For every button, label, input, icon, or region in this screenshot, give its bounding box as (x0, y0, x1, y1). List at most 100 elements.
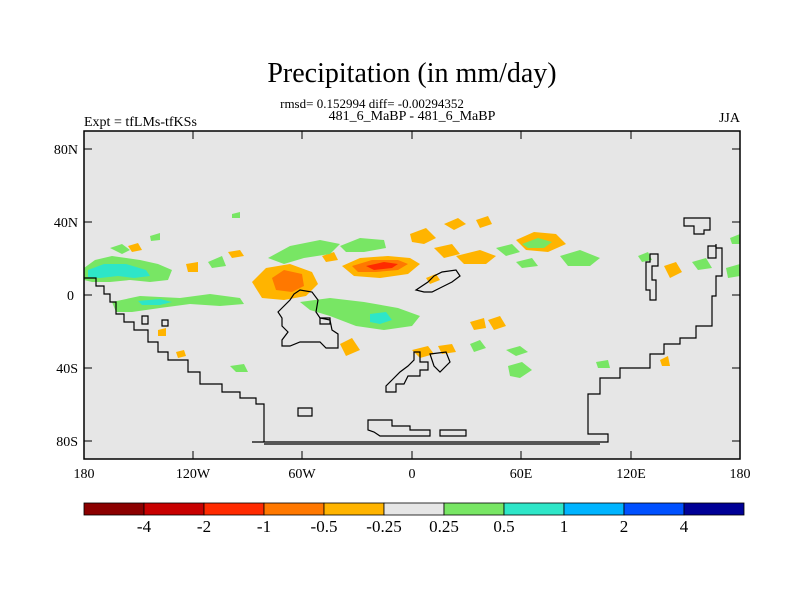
anomaly-neg-weak (434, 244, 460, 258)
anomaly-pos-weak (150, 233, 160, 241)
anomaly-neg-weak (410, 228, 436, 244)
anomaly-neg-weak (470, 318, 486, 330)
anomaly-pos-weak (596, 360, 610, 368)
anomaly-neg-weak (444, 218, 466, 230)
lat-tick-label: 0 (67, 289, 74, 304)
colorbar-label: 0.5 (493, 517, 514, 536)
season-label: JJA (719, 111, 741, 126)
anomaly-pos-weak (268, 240, 340, 264)
coastlines (84, 217, 723, 445)
anomaly-pos-weak (208, 256, 226, 268)
colorbar-box (143, 502, 205, 516)
anomaly-pos-mid (88, 264, 150, 278)
colorbar-label: 1 (560, 517, 569, 536)
anomaly-neg-weak (456, 250, 496, 264)
coastline-west-americas (84, 277, 265, 442)
anomaly-neg-weak (228, 250, 244, 258)
colorbar-box (263, 502, 325, 516)
colorbar-box (443, 502, 505, 516)
colorbar-box (563, 502, 625, 516)
lon-tick-label: 60E (510, 467, 533, 482)
anomaly-pos-weak (232, 212, 240, 218)
anomaly-pos-weak (560, 250, 600, 266)
colorbar-box (383, 502, 445, 516)
stats-line: rmsd= 0.152994 diff= -0.00294352 (280, 96, 464, 111)
coastline-ross-shelf (367, 419, 431, 437)
anomaly-pos-weak (110, 244, 130, 254)
coastline-small-island (297, 407, 313, 417)
lon-tick-label: 120W (176, 467, 211, 482)
lon-ticks-top (192, 131, 632, 139)
anomaly-pos-weak (726, 264, 740, 278)
colorbar-boxes (83, 502, 745, 516)
lat-tick-label: 80N (54, 143, 78, 158)
coastline-southern-africa (385, 351, 429, 393)
anomaly-pos-weak (506, 346, 528, 356)
colorbar-box (683, 502, 745, 516)
lon-tick-label: 180 (730, 467, 751, 482)
colorbar-box (323, 502, 385, 516)
coastline-kamchatka (707, 245, 717, 259)
coastline-small-island (141, 315, 149, 325)
colorbar-label: 0.25 (429, 517, 459, 536)
colorbar-box (203, 502, 265, 516)
lat-tick-label: 80S (56, 435, 78, 450)
colorbar: -4 -2 -1 -0.5 -0.25 0.25 0.5 1 2 4 (83, 502, 745, 536)
anomaly-pos-weak (730, 234, 740, 244)
coastline-japan (683, 217, 711, 235)
lat-tick-label: 40S (56, 362, 78, 377)
anomaly-pos-weak (496, 244, 520, 256)
anomaly-neg-weak (664, 262, 682, 278)
anomaly-pos-weak (508, 362, 532, 378)
lat-tick-label: 40N (54, 216, 78, 231)
colorbar-label: -2 (197, 517, 211, 536)
anomaly-neg-weak (128, 243, 142, 252)
cases-line: 481_6_MaBP - 481_6_MaBP (329, 109, 496, 124)
anomaly-neg-weak (186, 262, 198, 272)
anomaly-pos-weak (470, 340, 486, 352)
anomaly-neg-weak (488, 316, 506, 330)
anomaly-pos-weak (638, 252, 652, 262)
colorbar-labels: -4 -2 -1 -0.5 -0.25 0.25 0.5 1 2 4 (137, 517, 689, 536)
colorbar-label: -1 (257, 517, 271, 536)
anomaly-pos-weak (522, 238, 552, 248)
anomaly-pos-mid (138, 299, 172, 305)
axes (83, 131, 741, 459)
coastline-africa (277, 289, 339, 349)
coastline-small-island (161, 319, 169, 327)
colorbar-box (623, 502, 685, 516)
colorbar-label: 2 (620, 517, 629, 536)
anomaly-neg-weak (158, 328, 166, 336)
anomaly-pos-weak (112, 294, 244, 312)
coastline-antarctica (252, 244, 723, 443)
colorbar-label: -0.25 (366, 517, 401, 536)
anomaly-neg-weak (426, 274, 440, 284)
coastline-ross-shelf-east (439, 429, 467, 437)
anomaly-neg-weak (476, 216, 492, 228)
coastline-small-island (319, 317, 331, 325)
colorbar-box (503, 502, 565, 516)
anomaly-neg-strong (366, 262, 398, 270)
lon-tick-label: 0 (409, 467, 416, 482)
lon-ticks-bottom (83, 451, 741, 459)
expt-label: Expt = tfLMs-tfKSs (84, 115, 197, 130)
anomaly-neg-weak (438, 344, 456, 354)
anomaly-neg-weak (412, 346, 434, 358)
coastline-arabia (414, 269, 461, 293)
anomaly-fields (84, 212, 740, 378)
anomaly-pos-weak (340, 238, 386, 252)
coastline-east-asia (645, 253, 659, 301)
colorbar-label: -0.5 (311, 517, 338, 536)
anomaly-pos-weak (692, 258, 712, 270)
colorbar-box (83, 502, 145, 516)
anomaly-neg-weak (176, 350, 186, 358)
lon-tick-label: 120E (616, 467, 646, 482)
anomaly-neg-weak (322, 252, 338, 262)
colorbar-label: -4 (137, 517, 152, 536)
anomaly-pos-weak (516, 258, 538, 268)
anomaly-pos-weak (300, 298, 420, 330)
anomaly-neg-weak (340, 338, 360, 356)
coastline-madagascar (429, 351, 451, 373)
anomaly-pos-weak (230, 364, 248, 372)
